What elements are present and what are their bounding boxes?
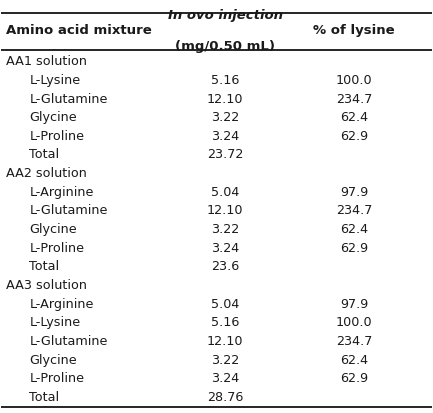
Text: L-Proline: L-Proline [29, 241, 84, 254]
Text: 62.4: 62.4 [340, 223, 368, 235]
Text: 62.9: 62.9 [340, 241, 368, 254]
Text: Glycine: Glycine [29, 111, 77, 124]
Text: 3.22: 3.22 [211, 111, 239, 124]
Text: 100.0: 100.0 [336, 316, 372, 329]
Text: L-Lysine: L-Lysine [29, 316, 81, 329]
Text: 12.10: 12.10 [207, 204, 243, 217]
Text: 62.4: 62.4 [340, 111, 368, 124]
Text: 3.24: 3.24 [211, 241, 239, 254]
Text: 3.22: 3.22 [211, 223, 239, 235]
Text: 5.16: 5.16 [211, 316, 239, 329]
Text: L-Lysine: L-Lysine [29, 74, 81, 87]
Text: Amino acid mixture: Amino acid mixture [6, 24, 152, 38]
Text: 3.24: 3.24 [211, 130, 239, 142]
Text: 28.76: 28.76 [207, 390, 243, 403]
Text: 234.7: 234.7 [336, 92, 372, 105]
Text: 5.04: 5.04 [211, 297, 239, 310]
Text: 3.24: 3.24 [211, 371, 239, 385]
Text: Total: Total [29, 390, 59, 403]
Text: 3.22: 3.22 [211, 353, 239, 366]
Text: In ovo injection: In ovo injection [168, 9, 283, 22]
Text: 62.9: 62.9 [340, 130, 368, 142]
Text: 12.10: 12.10 [207, 334, 243, 347]
Text: AA1 solution: AA1 solution [6, 55, 87, 68]
Text: L-Glutamine: L-Glutamine [29, 334, 108, 347]
Text: AA2 solution: AA2 solution [6, 167, 87, 180]
Text: 62.4: 62.4 [340, 353, 368, 366]
Text: L-Proline: L-Proline [29, 130, 84, 142]
Text: 5.04: 5.04 [211, 185, 239, 198]
Text: Glycine: Glycine [29, 353, 77, 366]
Text: 97.9: 97.9 [340, 185, 368, 198]
Text: L-Glutamine: L-Glutamine [29, 204, 108, 217]
Text: L-Arginine: L-Arginine [29, 185, 94, 198]
Text: Glycine: Glycine [29, 223, 77, 235]
Text: 234.7: 234.7 [336, 334, 372, 347]
Text: % of lysine: % of lysine [313, 24, 395, 38]
Text: 23.72: 23.72 [207, 148, 243, 161]
Text: Total: Total [29, 260, 59, 273]
Text: 100.0: 100.0 [336, 74, 372, 87]
Text: 5.16: 5.16 [211, 74, 239, 87]
Text: L-Arginine: L-Arginine [29, 297, 94, 310]
Text: L-Proline: L-Proline [29, 371, 84, 385]
Text: 62.9: 62.9 [340, 371, 368, 385]
Text: L-Glutamine: L-Glutamine [29, 92, 108, 105]
Text: (mg/0.50 mL): (mg/0.50 mL) [175, 40, 275, 53]
Text: Total: Total [29, 148, 59, 161]
Text: 23.6: 23.6 [211, 260, 239, 273]
Text: AA3 solution: AA3 solution [6, 278, 87, 292]
Text: 97.9: 97.9 [340, 297, 368, 310]
Text: 234.7: 234.7 [336, 204, 372, 217]
Text: 12.10: 12.10 [207, 92, 243, 105]
